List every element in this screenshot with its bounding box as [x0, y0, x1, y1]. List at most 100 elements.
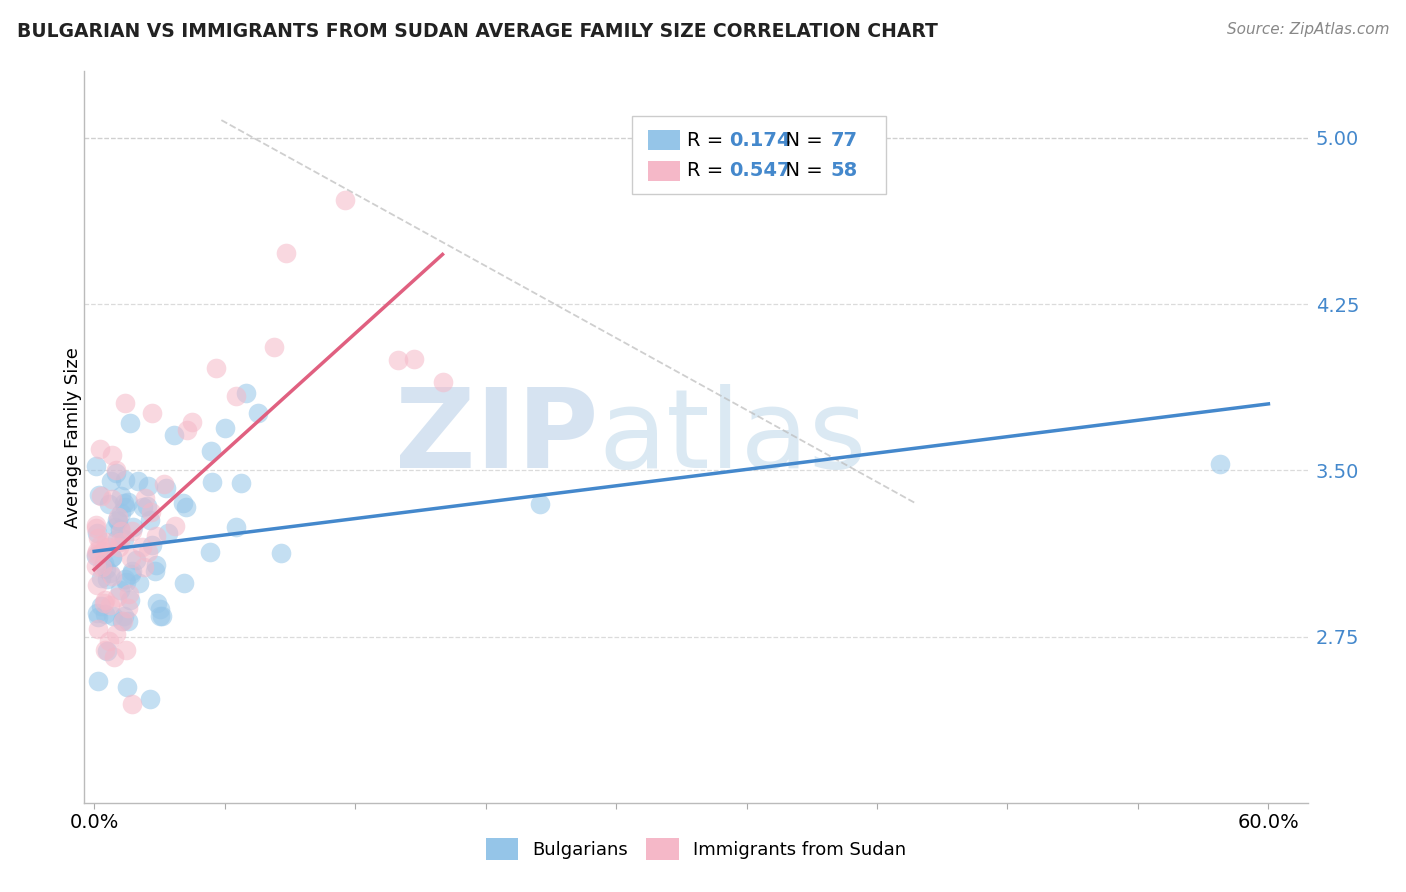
Immigrants from Sudan: [112, 614, 135, 628]
Bulgarians: [139, 513, 162, 527]
Bulgarians: [94, 562, 117, 576]
Immigrants from Sudan: [91, 543, 114, 558]
Bulgarians: [173, 576, 195, 591]
Y-axis label: Average Family Size: Average Family Size: [65, 347, 82, 527]
Bulgarians: [198, 544, 221, 558]
Bulgarians: [270, 546, 292, 560]
Text: R =: R =: [686, 161, 730, 180]
Bulgarians: [136, 479, 159, 493]
Immigrants from Sudan: [105, 463, 128, 477]
Immigrants from Sudan: [101, 568, 124, 582]
Immigrants from Sudan: [86, 577, 108, 591]
Immigrants from Sudan: [134, 491, 156, 505]
Immigrants from Sudan: [103, 649, 125, 664]
Bulgarians: [96, 572, 118, 586]
Bulgarians: [201, 475, 224, 489]
Bulgarians: [105, 533, 128, 547]
Immigrants from Sudan: [87, 622, 110, 636]
Bulgarians: [114, 572, 136, 586]
Text: 0.547: 0.547: [728, 161, 790, 180]
Immigrants from Sudan: [98, 599, 121, 613]
Bulgarians: [214, 420, 236, 434]
Bulgarians: [107, 515, 129, 529]
Immigrants from Sudan: [163, 519, 186, 533]
Immigrants from Sudan: [402, 351, 425, 366]
Bulgarians: [163, 428, 186, 442]
Bulgarians: [121, 564, 143, 578]
Immigrants from Sudan: [105, 626, 128, 640]
Bulgarians: [90, 599, 112, 613]
Bulgarians: [101, 609, 124, 624]
Bulgarians: [146, 597, 169, 611]
Immigrants from Sudan: [97, 540, 120, 554]
Immigrants from Sudan: [225, 389, 247, 403]
Bulgarians: [132, 500, 155, 514]
Text: N =: N =: [773, 130, 830, 150]
Immigrants from Sudan: [117, 601, 139, 615]
Immigrants from Sudan: [114, 643, 136, 657]
Bulgarians: [84, 549, 107, 563]
Bulgarians: [114, 500, 136, 514]
Bulgarians: [94, 607, 117, 621]
Bulgarians: [110, 489, 132, 503]
Bulgarians: [143, 564, 166, 578]
Immigrants from Sudan: [108, 540, 131, 554]
Bulgarians: [105, 513, 128, 527]
Bulgarians: [86, 607, 108, 621]
Immigrants from Sudan: [101, 448, 124, 462]
Text: 0.174: 0.174: [728, 130, 790, 150]
Bulgarians: [235, 386, 257, 401]
Text: BULGARIAN VS IMMIGRANTS FROM SUDAN AVERAGE FAMILY SIZE CORRELATION CHART: BULGARIAN VS IMMIGRANTS FROM SUDAN AVERA…: [17, 22, 938, 41]
Immigrants from Sudan: [274, 246, 297, 260]
Bulgarians: [104, 519, 127, 533]
Bulgarians: [120, 416, 142, 430]
Bulgarians: [120, 592, 142, 607]
Immigrants from Sudan: [153, 477, 176, 491]
Immigrants from Sudan: [93, 596, 115, 610]
Immigrants from Sudan: [432, 375, 454, 389]
Text: atlas: atlas: [598, 384, 866, 491]
Bulgarians: [115, 680, 138, 694]
Bulgarians: [150, 609, 173, 624]
Bulgarians: [139, 692, 162, 706]
Legend: Bulgarians, Immigrants from Sudan: Bulgarians, Immigrants from Sudan: [478, 830, 914, 867]
Immigrants from Sudan: [333, 193, 356, 207]
Immigrants from Sudan: [205, 361, 228, 376]
Bulgarians: [112, 532, 135, 546]
Immigrants from Sudan: [141, 406, 163, 420]
Bulgarians: [84, 458, 107, 473]
Bulgarians: [120, 567, 142, 582]
Immigrants from Sudan: [114, 396, 136, 410]
Bulgarians: [110, 506, 132, 520]
Immigrants from Sudan: [136, 545, 159, 559]
Text: Source: ZipAtlas.com: Source: ZipAtlas.com: [1226, 22, 1389, 37]
Immigrants from Sudan: [121, 524, 143, 539]
Immigrants from Sudan: [263, 340, 285, 354]
Immigrants from Sudan: [120, 551, 142, 566]
Text: N =: N =: [773, 161, 830, 180]
Bulgarians: [176, 500, 198, 514]
Bulgarians: [141, 538, 163, 552]
Bulgarians: [200, 443, 222, 458]
Bulgarians: [98, 497, 121, 511]
Immigrants from Sudan: [387, 352, 409, 367]
Bulgarians: [149, 608, 172, 623]
Immigrants from Sudan: [89, 538, 111, 552]
Immigrants from Sudan: [100, 491, 122, 506]
Bulgarians: [145, 558, 167, 572]
Immigrants from Sudan: [107, 509, 129, 524]
Immigrants from Sudan: [181, 415, 204, 429]
Bulgarians: [87, 488, 110, 502]
Immigrants from Sudan: [94, 534, 117, 549]
Bulgarians: [127, 474, 149, 488]
Bulgarians: [112, 496, 135, 510]
Bulgarians: [110, 522, 132, 536]
Immigrants from Sudan: [118, 587, 141, 601]
Bulgarians: [172, 496, 194, 510]
Immigrants from Sudan: [84, 547, 107, 561]
Bulgarians: [101, 549, 124, 564]
Immigrants from Sudan: [131, 540, 153, 554]
Immigrants from Sudan: [90, 560, 112, 574]
Bulgarians: [111, 614, 134, 628]
Immigrants from Sudan: [90, 489, 112, 503]
